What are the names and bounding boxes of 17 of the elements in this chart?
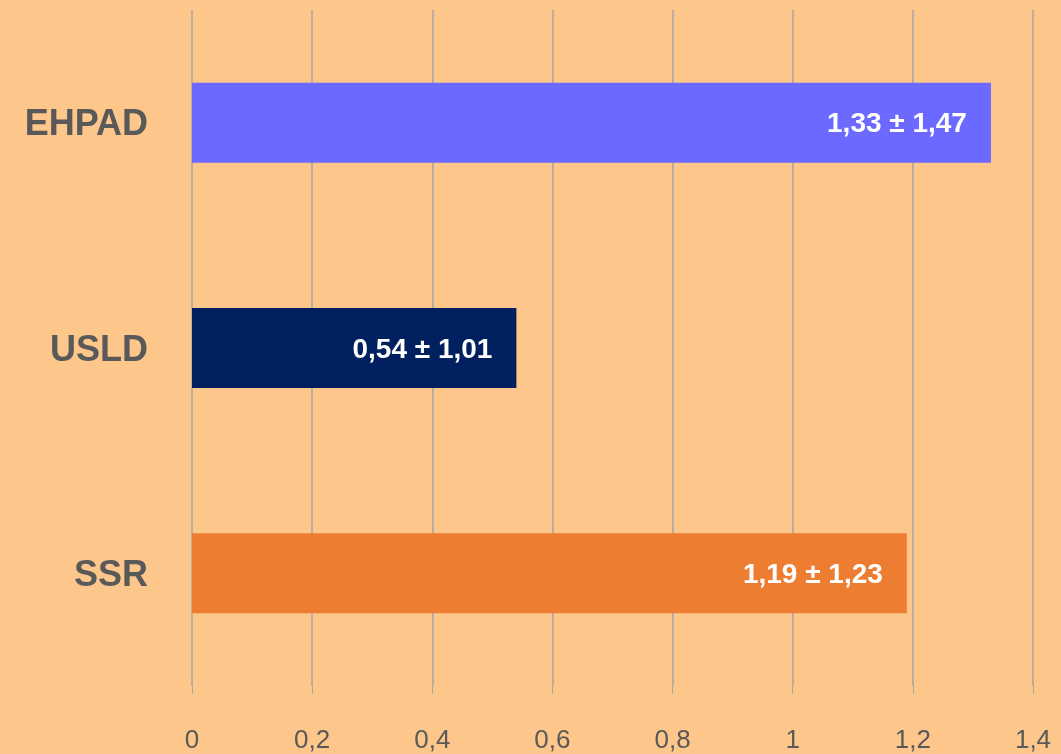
x-tick-label: 0,8: [654, 724, 691, 754]
x-tick-label: 0,2: [294, 724, 331, 754]
bar: [192, 308, 517, 388]
y-tick-label: EHPAD: [24, 102, 148, 144]
y-tick-label: USLD: [50, 327, 148, 369]
x-tick-label: 0,6: [534, 724, 571, 754]
bar: [192, 533, 907, 614]
bar: [192, 82, 991, 163]
data-label: 0,54 ± 1,01: [352, 332, 493, 364]
data-label: 1,33 ± 1,47: [827, 107, 967, 139]
x-tick-label: 0,4: [414, 724, 451, 754]
x-tick-label: 1,4: [1014, 724, 1052, 754]
y-tick-label: SSR: [73, 552, 148, 594]
x-tick-label: 1,2: [894, 724, 931, 754]
x-tick-label: 0: [184, 724, 200, 754]
x-tick-label: 1: [785, 724, 800, 754]
data-label: 1,19 ± 1,23: [742, 557, 883, 589]
